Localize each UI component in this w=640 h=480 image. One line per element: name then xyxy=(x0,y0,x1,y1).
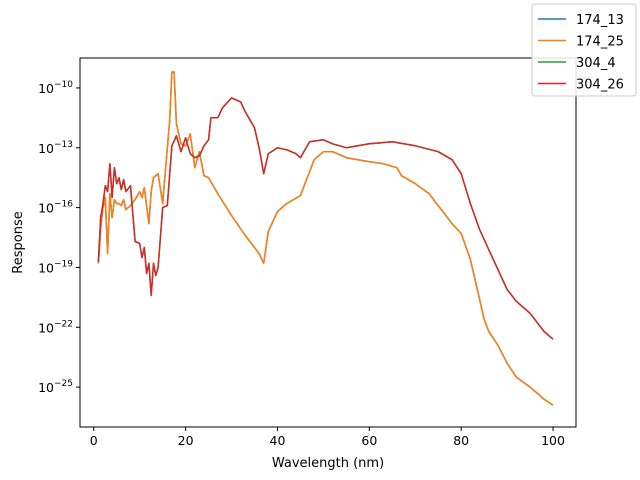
legend-label: 174_25 xyxy=(576,35,624,50)
plot-frame xyxy=(79,57,577,428)
x-axis: 0 20 40 60 80 100 xyxy=(90,427,565,448)
legend-label: 304_4 xyxy=(576,56,616,71)
x-tick-label: 80 xyxy=(453,433,469,448)
y-axis: 10−10 10−13 10−16 10−19 10−22 10−25 xyxy=(38,80,80,395)
y-tick-label: 10−13 xyxy=(38,140,73,156)
y-tick-label: 10−16 xyxy=(38,200,73,216)
legend-box xyxy=(531,3,637,97)
legend: 174_13 174_25 304_4 304_26 xyxy=(531,3,637,97)
x-tick-label: 60 xyxy=(361,433,377,448)
x-tick-label: 40 xyxy=(270,433,286,448)
y-tick-label: 10−22 xyxy=(38,319,73,335)
series-layer xyxy=(97,71,554,406)
x-tick-label: 100 xyxy=(541,433,565,448)
y-axis-label: Response xyxy=(11,211,26,273)
y-tick-label: 10−10 xyxy=(38,80,73,96)
y-tick-label: 10−19 xyxy=(38,259,73,275)
legend-label: 174_13 xyxy=(576,13,624,28)
legend-label: 304_26 xyxy=(576,78,624,93)
x-tick-label: 20 xyxy=(178,433,194,448)
y-tick-label: 10−25 xyxy=(38,379,73,395)
series-line-174-25 xyxy=(97,71,554,406)
series-line-304-4 xyxy=(97,97,554,340)
x-axis-label: Wavelength (nm) xyxy=(272,456,384,471)
series-line-174-13 xyxy=(97,71,554,406)
x-tick-label: 0 xyxy=(90,433,98,448)
series-line-304-26 xyxy=(97,97,554,340)
